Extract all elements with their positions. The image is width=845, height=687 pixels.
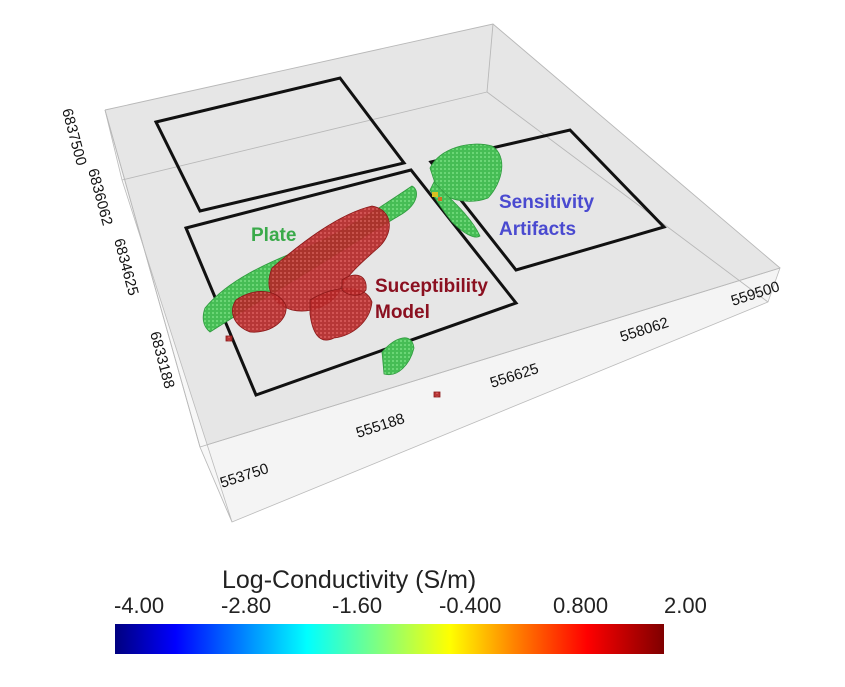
colorbar-tick: -1.60 — [332, 593, 383, 618]
susceptibility-label-line2: Model — [375, 302, 430, 323]
colorbar-tick: -4.00 — [114, 593, 165, 618]
colorbar-tick: 2.00 — [664, 593, 707, 618]
y-tick-label: 6836062 — [84, 167, 116, 228]
colorbar — [115, 624, 664, 654]
y-tick-label: 6834625 — [110, 237, 142, 298]
susceptibility-label-line1: Suceptibility — [375, 276, 488, 297]
colorbar-tick: -0.400 — [439, 593, 502, 618]
box-top-face — [105, 24, 780, 447]
colorbar-title: Log-Conductivity (S/m) — [222, 566, 477, 594]
survey-area-outline — [153, 76, 407, 213]
colorbar-tick: 0.800 — [553, 593, 609, 618]
sensitivity-label-line1: Sensitivity — [499, 192, 594, 213]
colorbar-tick: -2.80 — [221, 593, 272, 618]
survey-area-outline — [183, 168, 519, 397]
survey-area-outline — [428, 128, 667, 272]
plate-label: Plate — [251, 225, 296, 246]
y-tick-label: 6837500 — [58, 107, 90, 168]
sensitivity-artifact-mark — [432, 192, 442, 201]
sensitivity-label-line2: Artifacts — [499, 219, 576, 240]
susceptibility-body-red — [225, 205, 441, 398]
box-edges — [104, 23, 781, 448]
